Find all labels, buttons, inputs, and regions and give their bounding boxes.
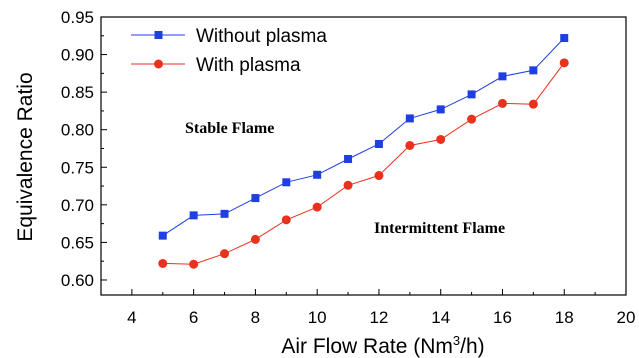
data-point — [344, 155, 353, 164]
data-point — [220, 209, 229, 218]
series-line — [162, 37, 565, 237]
y-tick-label: 0.90 — [61, 46, 94, 65]
data-point — [313, 170, 322, 179]
x-tick-label: 6 — [189, 308, 198, 327]
y-tick-label: 0.95 — [61, 8, 94, 27]
data-point — [528, 99, 538, 109]
plot-frame — [100, 16, 627, 296]
data-point — [436, 105, 445, 114]
ticks-layer: 4 6 8 10 12 14 16 18 20 0.60 0.65 0.70 0.75 0.80 0.85 0… — [61, 8, 636, 327]
data-point — [529, 66, 538, 75]
y-tick-label: 0.80 — [61, 121, 94, 140]
data-point — [158, 258, 168, 268]
stable-flame-label: Stable Flame — [185, 120, 274, 137]
y-tick-label: 0.75 — [61, 158, 94, 177]
x-tick-label: 20 — [617, 308, 636, 327]
data-point — [498, 72, 507, 81]
data-point — [559, 58, 569, 68]
y-tick-label: 0.60 — [61, 271, 94, 290]
data-point — [374, 171, 384, 181]
data-point — [343, 180, 353, 190]
intermittent-flame-label: Intermittent Flame — [374, 220, 505, 237]
data-point — [467, 90, 476, 99]
data-point — [189, 259, 199, 269]
x-tick-label: 18 — [555, 308, 574, 327]
series-layer — [158, 34, 569, 269]
x-axis-title: Air Flow Rate (Nm3/h) — [281, 333, 484, 358]
data-point — [282, 178, 291, 187]
data-point — [220, 249, 230, 259]
data-point — [405, 140, 415, 150]
series-line — [162, 62, 565, 265]
x-tick-label: 4 — [127, 308, 136, 327]
y-tick-label: 0.70 — [61, 196, 94, 215]
legend-marker-with-plasma — [154, 59, 163, 69]
data-point — [467, 114, 477, 124]
data-point — [560, 34, 569, 43]
data-point — [497, 98, 507, 108]
data-point — [281, 215, 291, 225]
series-1 — [158, 58, 569, 269]
x-tick-label: 16 — [493, 308, 512, 327]
data-point — [405, 114, 414, 123]
data-point — [158, 231, 167, 240]
y-tick-label: 0.85 — [61, 83, 94, 102]
data-point — [312, 202, 322, 212]
x-tick-label: 10 — [308, 308, 327, 327]
y-axis-title: Equivalence Ratio — [14, 72, 37, 241]
data-point — [436, 134, 446, 144]
data-point — [250, 234, 260, 244]
x-tick-label: 14 — [431, 308, 450, 327]
data-point — [189, 211, 198, 220]
data-point — [374, 139, 383, 148]
x-tick-label: 8 — [251, 308, 260, 327]
y-tick-label: 0.65 — [61, 233, 94, 252]
legend-marker-without-plasma — [154, 31, 163, 39]
series-0 — [158, 34, 569, 240]
data-point — [251, 194, 260, 203]
legend: Without plasma With plasma — [131, 26, 327, 76]
legend-label-with-plasma: With plasma — [196, 55, 301, 76]
x-tick-label: 12 — [369, 308, 388, 327]
legend-label-without-plasma: Without plasma — [196, 26, 327, 47]
